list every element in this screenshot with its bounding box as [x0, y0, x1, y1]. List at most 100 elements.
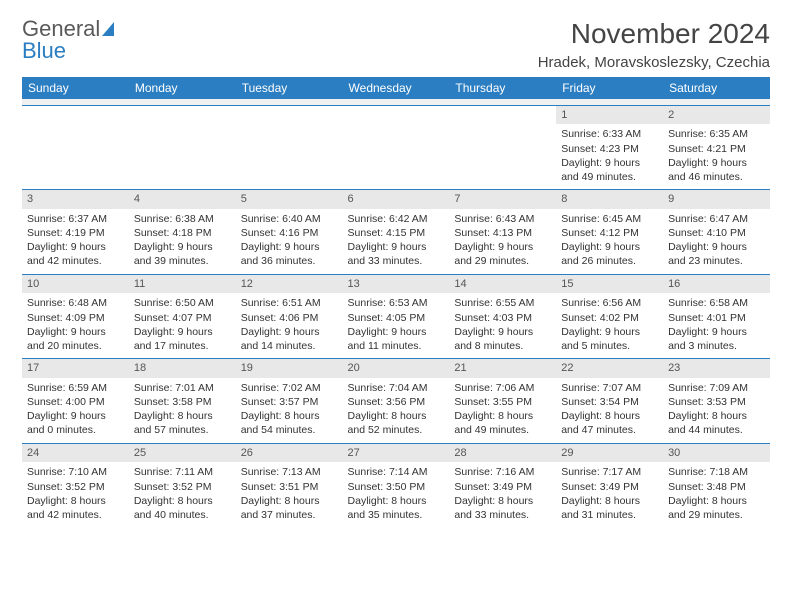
day-number: 17: [22, 359, 129, 378]
sunrise-line: Sunrise: 6:55 AM: [454, 296, 551, 310]
day-number: 19: [236, 359, 343, 378]
sunset-line: Sunset: 4:05 PM: [348, 311, 445, 325]
sunset-line: Sunset: 3:52 PM: [134, 480, 231, 494]
sunrise-line: Sunrise: 7:16 AM: [454, 465, 551, 479]
sunrise-line: Sunrise: 6:35 AM: [668, 127, 765, 141]
sunrise-line: Sunrise: 7:02 AM: [241, 381, 338, 395]
sunset-line: Sunset: 3:49 PM: [561, 480, 658, 494]
empty-cell: [129, 105, 236, 190]
sunset-line: Sunset: 3:54 PM: [561, 395, 658, 409]
day-cell: 6Sunrise: 6:42 AMSunset: 4:15 PMDaylight…: [343, 190, 450, 275]
day-body: Sunrise: 7:02 AMSunset: 3:57 PMDaylight:…: [236, 378, 343, 443]
day-cell: 18Sunrise: 7:01 AMSunset: 3:58 PMDayligh…: [129, 359, 236, 444]
sunset-line: Sunset: 4:01 PM: [668, 311, 765, 325]
sunrise-line: Sunrise: 6:58 AM: [668, 296, 765, 310]
day-body: Sunrise: 6:42 AMSunset: 4:15 PMDaylight:…: [343, 209, 450, 274]
daylight-line: Daylight: 9 hours and 17 minutes.: [134, 325, 231, 353]
day-body: Sunrise: 6:40 AMSunset: 4:16 PMDaylight:…: [236, 209, 343, 274]
daylight-line: Daylight: 9 hours and 29 minutes.: [454, 240, 551, 268]
day-body: Sunrise: 6:47 AMSunset: 4:10 PMDaylight:…: [663, 209, 770, 274]
logo-text: General Blue: [22, 18, 114, 62]
daylight-line: Daylight: 9 hours and 20 minutes.: [27, 325, 124, 353]
sunrise-line: Sunrise: 6:48 AM: [27, 296, 124, 310]
sunset-line: Sunset: 4:19 PM: [27, 226, 124, 240]
day-cell: 4Sunrise: 6:38 AMSunset: 4:18 PMDaylight…: [129, 190, 236, 275]
sunrise-line: Sunrise: 6:43 AM: [454, 212, 551, 226]
daylight-line: Daylight: 9 hours and 23 minutes.: [668, 240, 765, 268]
sunrise-line: Sunrise: 7:04 AM: [348, 381, 445, 395]
day-number: 24: [22, 444, 129, 463]
empty-cell: [343, 105, 450, 190]
day-cell: 22Sunrise: 7:07 AMSunset: 3:54 PMDayligh…: [556, 359, 663, 444]
day-body: Sunrise: 6:35 AMSunset: 4:21 PMDaylight:…: [663, 124, 770, 189]
logo-triangle-icon: [102, 22, 114, 36]
daylight-line: Daylight: 8 hours and 40 minutes.: [134, 494, 231, 522]
sunset-line: Sunset: 3:53 PM: [668, 395, 765, 409]
sunrise-line: Sunrise: 7:10 AM: [27, 465, 124, 479]
daylight-line: Daylight: 8 hours and 37 minutes.: [241, 494, 338, 522]
calendar-week-row: 3Sunrise: 6:37 AMSunset: 4:19 PMDaylight…: [22, 190, 770, 275]
day-cell: 15Sunrise: 6:56 AMSunset: 4:02 PMDayligh…: [556, 274, 663, 359]
day-number: 28: [449, 444, 556, 463]
daylight-line: Daylight: 9 hours and 8 minutes.: [454, 325, 551, 353]
day-cell: 25Sunrise: 7:11 AMSunset: 3:52 PMDayligh…: [129, 443, 236, 527]
empty-cell: [449, 105, 556, 190]
day-cell: 2Sunrise: 6:35 AMSunset: 4:21 PMDaylight…: [663, 105, 770, 190]
sunset-line: Sunset: 4:10 PM: [668, 226, 765, 240]
calendar-week-row: 10Sunrise: 6:48 AMSunset: 4:09 PMDayligh…: [22, 274, 770, 359]
day-cell: 30Sunrise: 7:18 AMSunset: 3:48 PMDayligh…: [663, 443, 770, 527]
calendar-page: General Blue November 2024 Hradek, Morav…: [0, 0, 792, 545]
sunset-line: Sunset: 3:48 PM: [668, 480, 765, 494]
day-body: Sunrise: 6:48 AMSunset: 4:09 PMDaylight:…: [22, 293, 129, 358]
sunrise-line: Sunrise: 7:14 AM: [348, 465, 445, 479]
sunset-line: Sunset: 3:51 PM: [241, 480, 338, 494]
sunrise-line: Sunrise: 7:09 AM: [668, 381, 765, 395]
sunset-line: Sunset: 4:12 PM: [561, 226, 658, 240]
sunrise-line: Sunrise: 6:37 AM: [27, 212, 124, 226]
sunset-line: Sunset: 4:09 PM: [27, 311, 124, 325]
day-body: Sunrise: 7:14 AMSunset: 3:50 PMDaylight:…: [343, 462, 450, 527]
daylight-line: Daylight: 8 hours and 49 minutes.: [454, 409, 551, 437]
day-number: 14: [449, 275, 556, 294]
daylight-line: Daylight: 9 hours and 11 minutes.: [348, 325, 445, 353]
calendar-week-row: 17Sunrise: 6:59 AMSunset: 4:00 PMDayligh…: [22, 359, 770, 444]
sunrise-line: Sunrise: 7:11 AM: [134, 465, 231, 479]
sunset-line: Sunset: 4:03 PM: [454, 311, 551, 325]
day-cell: 16Sunrise: 6:58 AMSunset: 4:01 PMDayligh…: [663, 274, 770, 359]
daylight-line: Daylight: 8 hours and 42 minutes.: [27, 494, 124, 522]
sunset-line: Sunset: 4:02 PM: [561, 311, 658, 325]
sunset-line: Sunset: 3:50 PM: [348, 480, 445, 494]
daylight-line: Daylight: 8 hours and 33 minutes.: [454, 494, 551, 522]
title-block: November 2024 Hradek, Moravskoslezsky, C…: [538, 18, 770, 71]
day-number: 26: [236, 444, 343, 463]
empty-cell: [22, 105, 129, 190]
daylight-line: Daylight: 8 hours and 29 minutes.: [668, 494, 765, 522]
day-body: Sunrise: 7:18 AMSunset: 3:48 PMDaylight:…: [663, 462, 770, 527]
day-number: 20: [343, 359, 450, 378]
sunset-line: Sunset: 4:21 PM: [668, 142, 765, 156]
day-cell: 3Sunrise: 6:37 AMSunset: 4:19 PMDaylight…: [22, 190, 129, 275]
header: General Blue November 2024 Hradek, Morav…: [22, 18, 770, 71]
sunset-line: Sunset: 3:49 PM: [454, 480, 551, 494]
sunset-line: Sunset: 4:07 PM: [134, 311, 231, 325]
day-number: 29: [556, 444, 663, 463]
day-number: 16: [663, 275, 770, 294]
day-cell: 9Sunrise: 6:47 AMSunset: 4:10 PMDaylight…: [663, 190, 770, 275]
day-body: Sunrise: 6:58 AMSunset: 4:01 PMDaylight:…: [663, 293, 770, 358]
sunrise-line: Sunrise: 6:51 AM: [241, 296, 338, 310]
sunset-line: Sunset: 3:55 PM: [454, 395, 551, 409]
day-number: 22: [556, 359, 663, 378]
sunrise-line: Sunrise: 7:13 AM: [241, 465, 338, 479]
day-cell: 7Sunrise: 6:43 AMSunset: 4:13 PMDaylight…: [449, 190, 556, 275]
day-body: Sunrise: 7:16 AMSunset: 3:49 PMDaylight:…: [449, 462, 556, 527]
day-cell: 24Sunrise: 7:10 AMSunset: 3:52 PMDayligh…: [22, 443, 129, 527]
day-number: 9: [663, 190, 770, 209]
day-cell: 13Sunrise: 6:53 AMSunset: 4:05 PMDayligh…: [343, 274, 450, 359]
day-cell: 29Sunrise: 7:17 AMSunset: 3:49 PMDayligh…: [556, 443, 663, 527]
location-subtitle: Hradek, Moravskoslezsky, Czechia: [538, 54, 770, 71]
sunrise-line: Sunrise: 6:47 AM: [668, 212, 765, 226]
daylight-line: Daylight: 8 hours and 54 minutes.: [241, 409, 338, 437]
sunrise-line: Sunrise: 6:50 AM: [134, 296, 231, 310]
sunrise-line: Sunrise: 7:18 AM: [668, 465, 765, 479]
day-cell: 8Sunrise: 6:45 AMSunset: 4:12 PMDaylight…: [556, 190, 663, 275]
